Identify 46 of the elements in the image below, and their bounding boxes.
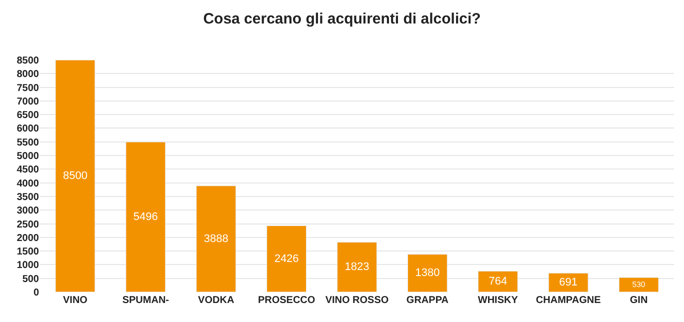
y-tick-label: 6000 [16, 124, 40, 135]
data-label: 2426 [274, 252, 299, 265]
y-tick-label: 500 [22, 274, 40, 285]
bar [126, 142, 166, 292]
data-label: 764 [488, 276, 508, 288]
bar [618, 277, 659, 292]
bar [55, 60, 96, 292]
y-tick-label: 3500 [16, 192, 40, 203]
data-label: 3888 [204, 232, 228, 245]
y-tick-label: 8500 [16, 56, 40, 66]
y-tick-label: 0 [33, 288, 40, 298]
y-tick-label: 8000 [16, 69, 40, 80]
bar [548, 272, 588, 292]
data-label: 1380 [415, 267, 440, 280]
data-label: 530 [632, 280, 646, 289]
x-tick-label: PROSECCO [258, 295, 316, 306]
bar [337, 242, 377, 292]
y-tick-label: 4000 [16, 178, 40, 190]
x-tick-label: VINO [62, 295, 88, 306]
data-label: 5496 [133, 210, 158, 223]
bar [266, 226, 307, 292]
y-tick-label: 4500 [16, 164, 40, 176]
data-label: 1823 [344, 261, 370, 274]
x-tick-label: SPUMAN- [122, 295, 170, 306]
y-tick-label: 2500 [16, 219, 40, 230]
y-tick-label: 7000 [16, 96, 40, 108]
bar [478, 270, 518, 292]
y-tick-label: 6500 [16, 110, 40, 122]
x-tick-label: GIN [630, 295, 648, 306]
y-tick-label: 1500 [16, 246, 40, 258]
bar [196, 186, 236, 292]
y-tick-label: 2000 [16, 232, 40, 244]
x-tick-label: CHAMPAGNE [536, 295, 602, 306]
y-tick-label: 1000 [16, 260, 40, 272]
chart-title: Cosa cercano gli acquirenti di alcolici? [203, 10, 481, 28]
y-tick-label: 7500 [16, 82, 40, 94]
x-tick-label: VINO ROSSO [325, 295, 389, 306]
x-tick-label: WHISKY [478, 295, 518, 306]
bar [407, 254, 448, 292]
y-tick-label: 5500 [16, 137, 40, 148]
x-tick-label: VODKA [198, 295, 234, 306]
x-tick-label: GRAPPA [406, 295, 448, 306]
y-tick-label: 3000 [16, 206, 40, 217]
data-label: 8500 [62, 170, 88, 182]
y-tick-label: 5000 [16, 151, 40, 162]
data-label: 691 [559, 276, 578, 289]
